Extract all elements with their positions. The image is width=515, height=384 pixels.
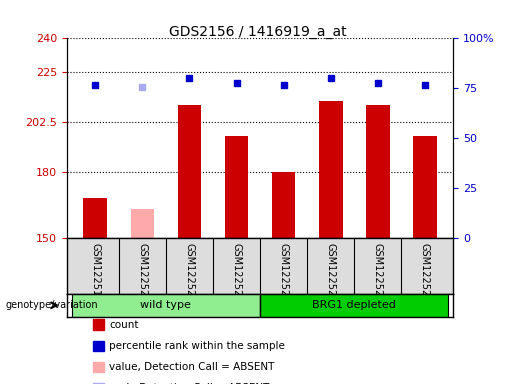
Bar [366, 105, 390, 238]
Bar [413, 136, 437, 238]
Bar [319, 101, 342, 238]
Text: GSM122526: GSM122526 [420, 243, 430, 302]
Text: BRG1 depleted: BRG1 depleted [312, 300, 396, 310]
Text: GSM122520: GSM122520 [138, 243, 147, 302]
Bar [72, 294, 260, 317]
Text: GSM122521: GSM122521 [184, 243, 195, 302]
Text: value, Detection Call = ABSENT: value, Detection Call = ABSENT [109, 362, 274, 372]
Text: percentile rank within the sample: percentile rank within the sample [109, 341, 285, 351]
Text: GSM122524: GSM122524 [325, 243, 336, 302]
Text: rank, Detection Call = ABSENT: rank, Detection Call = ABSENT [109, 383, 269, 384]
Text: GSM122523: GSM122523 [279, 243, 288, 302]
Bar [225, 136, 248, 238]
Bar [260, 294, 449, 317]
Text: count: count [109, 320, 139, 330]
Text: wild type: wild type [141, 300, 191, 310]
Text: GSM122525: GSM122525 [373, 243, 383, 302]
Bar [178, 105, 201, 238]
Bar [130, 209, 154, 238]
Text: GDS2156 / 1416919_a_at: GDS2156 / 1416919_a_at [169, 25, 346, 39]
Text: GSM122522: GSM122522 [232, 243, 242, 302]
Text: genotype/variation: genotype/variation [5, 300, 98, 310]
Bar [272, 172, 296, 238]
Text: GSM122519: GSM122519 [90, 243, 100, 302]
Bar [83, 198, 107, 238]
